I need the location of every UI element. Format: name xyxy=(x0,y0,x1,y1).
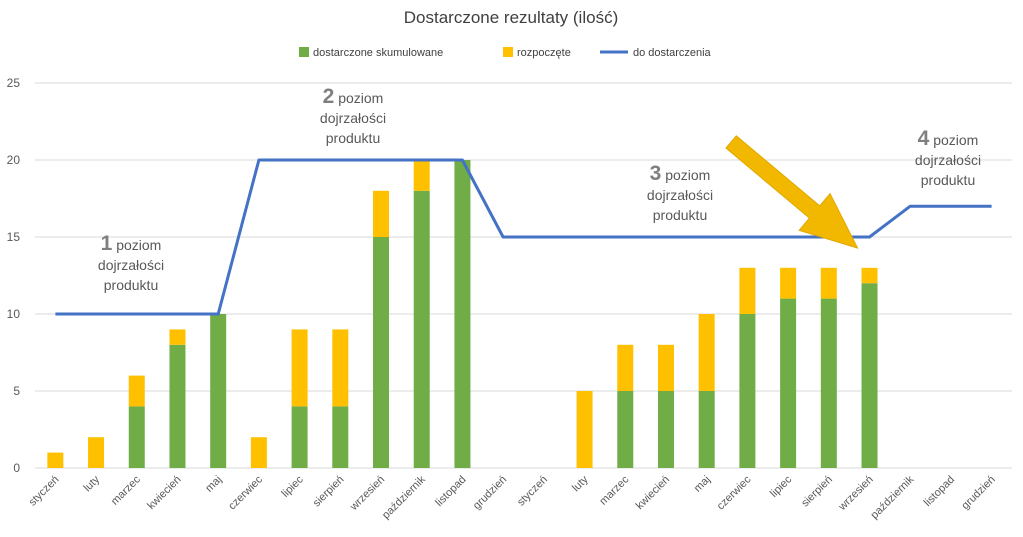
bars xyxy=(47,160,878,469)
bar-started xyxy=(332,329,349,407)
bar-started xyxy=(250,437,267,468)
x-tick-label: sierpień xyxy=(311,474,347,510)
x-tick-label: listopad xyxy=(433,474,468,509)
annotation-number: 1 xyxy=(101,232,113,255)
x-tick-label: listopad xyxy=(922,474,957,509)
x-tick-label: styczeń xyxy=(515,474,550,509)
x-tick-label: październik xyxy=(380,473,428,521)
bar-delivered xyxy=(413,190,430,469)
legend-label-started: rozpoczęte xyxy=(517,47,571,59)
chart-title: Dostarczone rezultaty (ilość) xyxy=(404,8,618,27)
annotation-number: 2 xyxy=(323,85,335,108)
bar-started xyxy=(373,190,390,237)
x-tick-label: luty xyxy=(570,473,591,494)
x-tick-label: maj xyxy=(692,474,713,495)
x-tick-label: wrzesień xyxy=(836,474,876,514)
bar-started xyxy=(576,391,593,468)
annotation-1-heading: 1 poziom xyxy=(101,232,162,255)
x-axis: styczeń luty marzec kwiecień maj czerwiec lipi… xyxy=(27,473,998,521)
bar-delivered xyxy=(454,160,471,468)
annotation-word: poziom xyxy=(661,167,710,183)
bar-delivered xyxy=(657,391,674,468)
annotation-word: poziom xyxy=(334,90,383,106)
bar-delivered xyxy=(780,298,797,468)
bar-delivered xyxy=(820,298,837,468)
bar-started xyxy=(291,329,308,407)
x-tick-label: kwiecień xyxy=(145,474,183,512)
legend-swatch-delivered xyxy=(299,47,309,57)
annotations: 1 poziom dojrzałości produktu 2 poziom dojrz… xyxy=(98,85,981,293)
legend-label-target: do dostarczenia xyxy=(633,47,712,59)
annotation-4-heading: 4 poziom xyxy=(918,127,979,150)
bar-started xyxy=(698,314,715,391)
annotation-word: poziom xyxy=(929,132,978,148)
y-tick-label: 15 xyxy=(7,230,21,244)
bar-started xyxy=(88,437,105,468)
x-tick-label: marzec xyxy=(597,473,631,507)
bar-delivered xyxy=(169,344,186,468)
arrow-icon xyxy=(725,135,859,249)
bar-delivered xyxy=(739,314,756,468)
annotation-2-line: dojrzałości xyxy=(320,110,386,126)
bar-delivered xyxy=(373,237,390,468)
y-tick-label: 25 xyxy=(7,76,21,90)
x-tick-label: maj xyxy=(203,474,224,495)
annotation-3-line: produktu xyxy=(653,207,707,223)
annotation-1-line: produktu xyxy=(104,277,158,293)
x-tick-label: październik xyxy=(869,473,917,521)
bar-started xyxy=(861,267,878,284)
annotation-word: poziom xyxy=(112,237,161,253)
x-tick-label: czerwiec xyxy=(715,473,754,512)
annotation-4-line: produktu xyxy=(921,172,975,188)
bar-delivered xyxy=(291,406,308,468)
y-axis: 0 5 10 15 20 25 xyxy=(7,76,21,475)
bar-started xyxy=(820,267,837,299)
x-tick-label: sierpień xyxy=(799,474,835,510)
bar-started xyxy=(739,267,756,314)
annotation-3-heading: 3 poziom xyxy=(650,162,711,185)
bar-started xyxy=(47,452,64,468)
y-tick-label: 5 xyxy=(13,384,20,398)
x-tick-label: styczeń xyxy=(27,474,62,509)
bar-started xyxy=(128,375,145,407)
annotation-2-line: produktu xyxy=(326,130,380,146)
annotation-number: 4 xyxy=(918,127,930,150)
bar-started xyxy=(617,344,634,391)
x-tick-label: grudzień xyxy=(959,474,997,512)
annotation-3-line: dojrzałości xyxy=(647,187,713,203)
legend: dostarczone skumulowane rozpoczęte do do… xyxy=(299,47,712,59)
bar-delivered xyxy=(698,391,715,468)
annotation-number: 3 xyxy=(650,162,662,185)
bar-started xyxy=(657,344,674,391)
y-tick-label: 10 xyxy=(7,307,21,321)
legend-label-delivered: dostarczone skumulowane xyxy=(313,47,443,59)
bar-delivered xyxy=(128,406,145,468)
bar-delivered xyxy=(332,406,349,468)
bar-started xyxy=(780,267,797,299)
bar-started xyxy=(169,329,186,345)
annotation-1-line: dojrzałości xyxy=(98,257,164,273)
y-tick-label: 20 xyxy=(7,153,21,167)
x-tick-label: grudzień xyxy=(471,474,509,512)
annotation-4-line: dojrzałości xyxy=(915,152,981,168)
bar-delivered xyxy=(861,283,878,468)
highlight-arrow xyxy=(725,135,859,249)
y-tick-label: 0 xyxy=(13,461,20,475)
x-tick-label: luty xyxy=(82,473,103,494)
x-tick-label: czerwiec xyxy=(226,473,265,512)
x-tick-label: wrzesień xyxy=(347,474,387,514)
x-tick-label: kwiecień xyxy=(634,474,672,512)
annotation-2-heading: 2 poziom xyxy=(323,85,384,108)
x-tick-label: lipiec xyxy=(768,473,795,500)
bar-delivered xyxy=(210,314,227,468)
x-tick-label: lipiec xyxy=(280,473,307,500)
legend-swatch-started xyxy=(503,47,513,57)
bar-started xyxy=(413,160,430,191)
bar-delivered xyxy=(617,391,634,468)
x-tick-label: marzec xyxy=(109,473,143,507)
